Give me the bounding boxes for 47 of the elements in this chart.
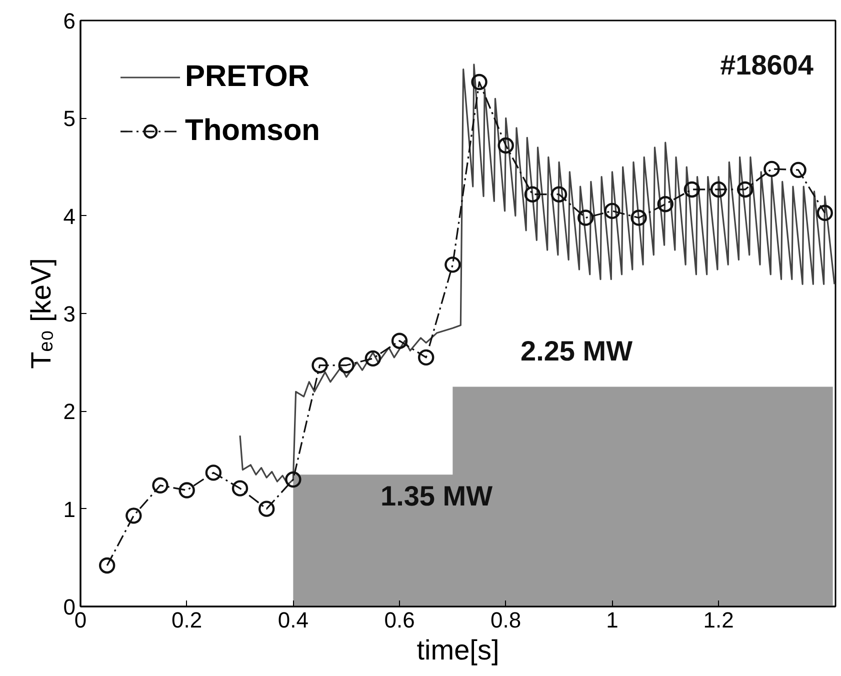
point	[550, 186, 568, 202]
point	[604, 202, 620, 220]
y-tick-label: 5	[63, 106, 76, 132]
point	[764, 160, 780, 178]
point	[338, 357, 354, 374]
y-tick-label: 3	[63, 302, 76, 326]
y-tick-label: 2	[63, 399, 76, 424]
point	[152, 477, 168, 494]
x-tick-label: 0.4	[278, 608, 308, 632]
point	[657, 196, 674, 212]
point	[790, 162, 806, 178]
point	[178, 482, 195, 498]
x-axis-title: time[s]	[416, 634, 500, 666]
annotation: #18604	[720, 50, 814, 80]
point	[126, 508, 142, 524]
point	[630, 210, 647, 226]
y-tick-label: 1	[63, 496, 76, 522]
x-tick-label: 0.6	[384, 608, 415, 632]
point	[737, 181, 754, 198]
point	[364, 350, 382, 367]
point	[710, 181, 727, 198]
y-axis-title: Tₑ₀ [keV]	[25, 258, 56, 369]
legend-label: Thomson	[185, 114, 320, 148]
annotation: 2.25 MW	[520, 336, 634, 366]
x-tick-label: 0.2	[172, 608, 202, 632]
point	[471, 74, 488, 90]
y-tick-label: 4	[63, 204, 76, 229]
point	[578, 210, 594, 226]
point	[232, 480, 248, 496]
point	[418, 349, 434, 366]
point	[444, 256, 461, 273]
point	[258, 500, 275, 517]
point	[285, 471, 302, 488]
x-tick-label: 1	[606, 608, 618, 632]
point	[524, 186, 541, 202]
point	[684, 181, 700, 198]
x-tick-label: 0.8	[490, 608, 522, 632]
annotation: 1.35 MW	[380, 480, 494, 512]
point	[391, 332, 408, 349]
point	[98, 557, 116, 574]
y-tick-label: 6	[63, 8, 76, 34]
legend-label: PRETOR	[185, 60, 310, 94]
point	[205, 464, 222, 481]
point	[498, 137, 514, 154]
point	[816, 204, 833, 221]
x-tick-label: 1.2	[703, 608, 734, 632]
point	[312, 357, 328, 374]
